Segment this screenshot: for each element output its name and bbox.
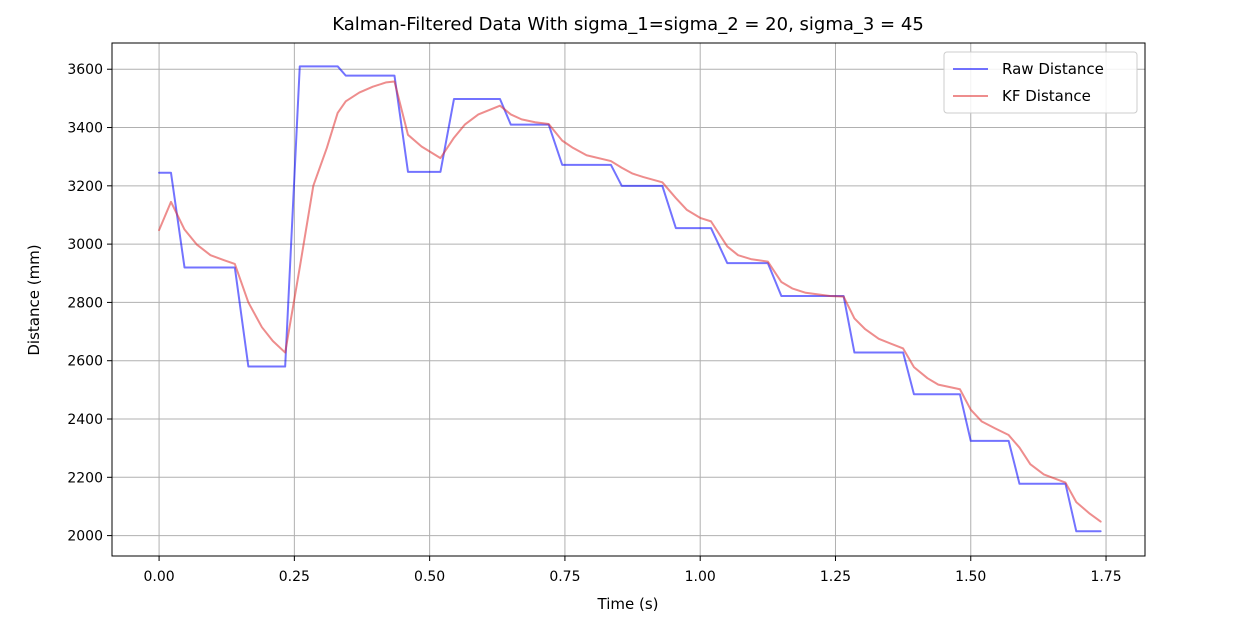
y-tick-label: 2200 [67,470,103,486]
y-tick-label: 2800 [67,295,103,311]
x-tick-label: 1.25 [820,569,851,585]
kf-distance-line [158,80,1102,523]
legend: Raw Distance KF Distance [943,51,1138,114]
y-tick-label: 2000 [67,529,103,545]
x-tick-label: 1.50 [955,569,986,585]
y-axis-ticks: 2000 2200 2400 2600 2800 3000 3200 3400 3600 [67,62,112,545]
x-tick-label: 0.50 [414,569,445,585]
y-axis-label: Distance (mm) [25,244,43,355]
x-tick-label: 0.25 [279,569,310,585]
chart-title: Kalman-Filtered Data With sigma_1=sigma_… [332,14,924,35]
x-tick-label: 0.00 [143,569,174,585]
y-tick-label: 3600 [67,62,103,78]
legend-box [943,51,1138,114]
y-tick-label: 3400 [67,121,103,137]
y-tick-label: 3000 [67,237,103,253]
series-layer [158,65,1102,533]
y-tick-label: 2600 [67,354,103,370]
x-tick-label: 1.00 [685,569,716,585]
plot-frame [111,42,1146,557]
grid-lines [112,43,1145,556]
legend-label-kf-distance: KF Distance [1002,87,1091,105]
x-tick-label: 1.75 [1090,569,1121,585]
x-axis-ticks: 0.00 0.25 0.50 0.75 1.00 1.25 1.50 1.75 [143,556,1122,585]
y-tick-label: 2400 [67,412,103,428]
legend-label-raw-distance: Raw Distance [1002,60,1104,78]
raw-distance-line [158,65,1102,533]
x-axis-label: Time (s) [597,595,659,613]
y-tick-label: 3200 [67,179,103,195]
x-tick-label: 0.75 [549,569,580,585]
